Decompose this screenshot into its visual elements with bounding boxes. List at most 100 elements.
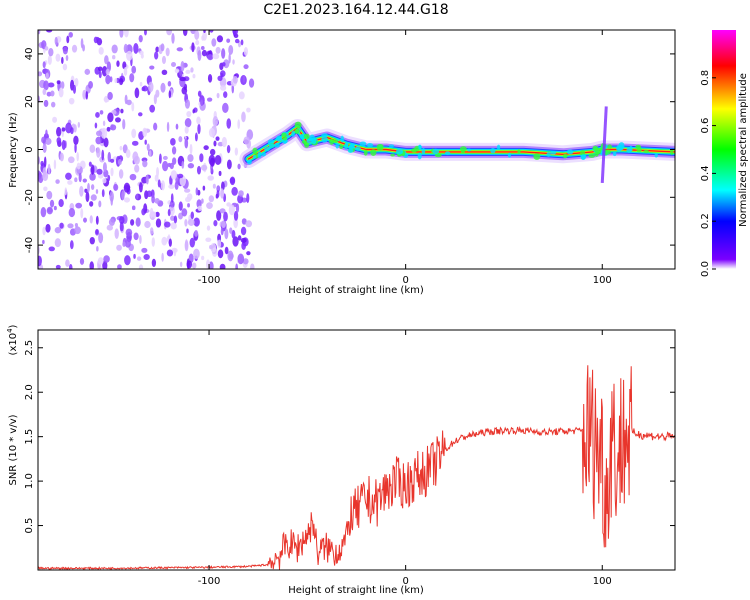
noise-speckle xyxy=(208,127,215,138)
noise-speckle xyxy=(144,139,147,145)
ridge-blob xyxy=(370,149,377,157)
ridge-blob xyxy=(246,159,252,165)
noise-speckle xyxy=(161,69,168,76)
noise-speckle xyxy=(53,205,57,211)
noise-speckle xyxy=(138,182,143,193)
noise-speckle xyxy=(88,81,93,89)
noise-speckle xyxy=(221,48,226,59)
ridge-blob xyxy=(629,145,633,152)
noise-speckle xyxy=(201,255,205,261)
noise-speckle xyxy=(124,255,131,266)
ridge-blob xyxy=(349,143,355,147)
noise-speckle xyxy=(181,86,188,95)
noise-speckle xyxy=(107,174,111,182)
noise-speckle xyxy=(216,92,220,99)
noise-speckle xyxy=(213,220,218,227)
noise-speckle xyxy=(85,191,90,203)
noise-speckle xyxy=(149,65,155,70)
noise-speckle xyxy=(216,210,222,221)
spectrogram-ticks: -100 0 100 40 20 0 -20 -40 xyxy=(24,30,675,286)
noise-speckle xyxy=(208,195,215,203)
noise-speckle xyxy=(211,38,217,47)
noise-speckle xyxy=(194,132,198,142)
noise-speckle xyxy=(187,218,195,226)
noise-speckle xyxy=(130,219,135,226)
noise-speckle xyxy=(134,164,140,173)
noise-speckle xyxy=(202,31,207,41)
noise-speckle xyxy=(154,51,159,60)
snr-x-tick-label: 100 xyxy=(593,576,612,587)
noise-speckle xyxy=(45,72,49,80)
ridge-blob xyxy=(301,140,308,144)
noise-speckle xyxy=(72,84,77,94)
noise-speckle xyxy=(238,91,245,100)
noise-speckle xyxy=(131,102,135,112)
noise-speckle xyxy=(142,160,148,168)
noise-speckle xyxy=(176,47,184,52)
noise-speckle xyxy=(121,190,125,201)
snr-line-path xyxy=(38,365,675,570)
noise-speckle xyxy=(83,217,87,223)
ridge-blob xyxy=(459,146,467,152)
colorbar-tick-label: 0.2 xyxy=(700,213,711,229)
noise-speckle xyxy=(194,30,200,40)
noise-speckle xyxy=(206,202,213,209)
ridge-blob xyxy=(294,128,300,134)
ridge-blob xyxy=(390,153,395,157)
noise-speckle xyxy=(74,226,81,235)
noise-speckle xyxy=(123,66,128,77)
noise-speckle xyxy=(123,43,128,54)
ridge-blob xyxy=(268,143,275,148)
noise-speckle xyxy=(122,118,126,130)
noise-speckle xyxy=(123,197,131,203)
ridge-blob xyxy=(467,148,471,152)
noise-speckle xyxy=(67,156,75,164)
noise-speckle xyxy=(69,240,74,250)
noise-speckle xyxy=(203,145,209,151)
snr-frame xyxy=(37,329,676,571)
noise-speckle xyxy=(95,136,102,145)
ridge-blob xyxy=(643,149,650,154)
snr-y-axis-label: SNR (10 * v/v) xyxy=(8,414,19,485)
noise-speckle xyxy=(138,34,143,43)
noise-speckle xyxy=(196,165,201,175)
noise-speckle xyxy=(89,172,96,181)
snr-y-tick-label: 0.5 xyxy=(24,518,35,534)
noise-speckle xyxy=(56,80,61,85)
noise-speckle xyxy=(106,224,113,231)
noise-speckle xyxy=(162,160,169,172)
noise-speckle xyxy=(117,159,122,166)
noise-speckle xyxy=(119,145,123,151)
snr-scale-exponent: 4 xyxy=(6,328,14,333)
noise-speckle xyxy=(173,215,178,224)
noise-speckle xyxy=(84,68,91,75)
noise-speckle xyxy=(179,77,186,82)
noise-speckle xyxy=(238,190,244,197)
noise-speckle xyxy=(185,69,191,74)
noise-speckle xyxy=(61,127,66,132)
noise-speckle xyxy=(220,85,227,91)
noise-speckle xyxy=(101,189,105,198)
noise-speckle xyxy=(61,56,64,65)
noise-speckle xyxy=(85,90,89,100)
ridge-blob xyxy=(635,144,642,149)
noise-speckle xyxy=(68,97,75,105)
noise-speckle xyxy=(222,102,229,113)
noise-speckle xyxy=(197,90,202,97)
noise-speckle xyxy=(170,138,176,146)
noise-speckle xyxy=(42,88,47,96)
noise-speckle xyxy=(215,46,221,54)
noise-speckle xyxy=(161,55,166,65)
noise-speckle xyxy=(98,46,104,55)
noise-speckle xyxy=(126,99,132,106)
noise-speckle xyxy=(116,60,120,67)
noise-speckle xyxy=(42,61,46,69)
noise-speckle xyxy=(226,144,231,154)
chart-title: C2E1.2023.164.12.44.G18 xyxy=(263,2,448,18)
noise-speckle xyxy=(98,200,102,208)
noise-speckle xyxy=(187,203,190,208)
noise-speckle xyxy=(129,173,137,181)
noise-speckle xyxy=(126,50,133,61)
noise-speckle xyxy=(190,211,195,220)
noise-speckle xyxy=(217,75,223,82)
